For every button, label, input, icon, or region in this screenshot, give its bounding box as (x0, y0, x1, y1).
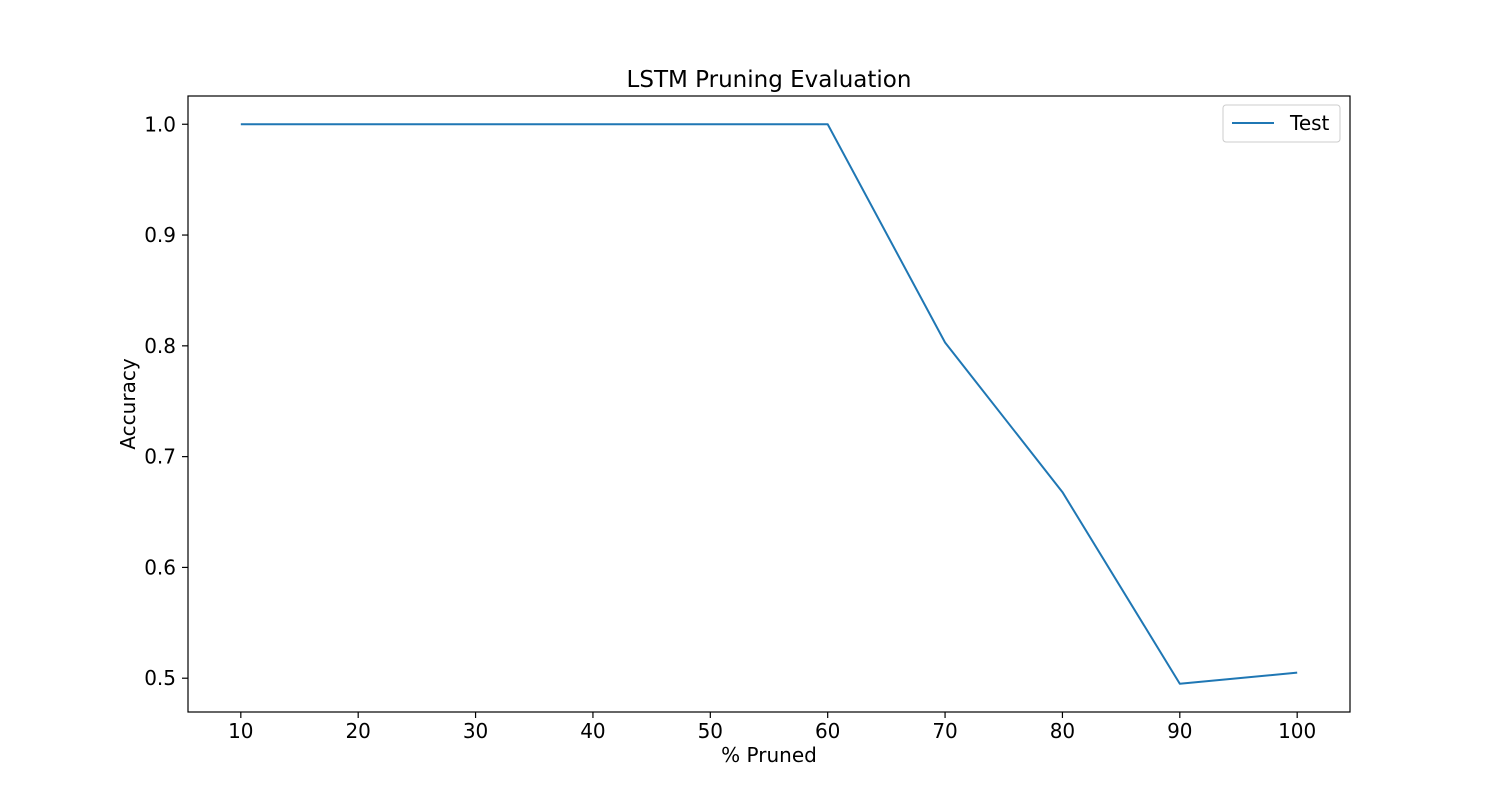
x-tick-label: 40 (580, 719, 605, 743)
x-axis-label: % Pruned (721, 743, 817, 767)
chart-title: LSTM Pruning Evaluation (627, 67, 912, 93)
y-tick-label: 0.7 (144, 445, 176, 469)
x-tick-label: 70 (932, 719, 957, 743)
y-tick-label: 0.8 (144, 334, 176, 358)
x-tick-label: 90 (1167, 719, 1192, 743)
y-tick-label: 0.6 (144, 555, 176, 579)
y-tick-label: 0.9 (144, 223, 176, 247)
plot-frame (187, 95, 1351, 713)
y-axis: 0.5 0.6 0.7 0.8 0.9 1.0 (144, 112, 188, 690)
x-tick-label: 10 (228, 719, 253, 743)
x-tick-label: 20 (345, 719, 370, 743)
x-tick-label: 80 (1050, 719, 1075, 743)
y-tick-label: 0.5 (144, 666, 176, 690)
x-tick-label: 100 (1278, 719, 1316, 743)
x-tick-label: 50 (698, 719, 723, 743)
y-axis-label: Accuracy (116, 358, 140, 449)
x-axis: 10 20 30 40 50 60 70 80 90 100 (228, 712, 1316, 743)
x-tick-label: 60 (815, 719, 840, 743)
series-line-test (240, 123, 1298, 685)
plot-area (240, 123, 1298, 685)
y-tick-label: 1.0 (144, 112, 176, 136)
x-tick-label: 30 (463, 719, 488, 743)
legend-label: Test (1289, 111, 1330, 135)
legend-frame (1222, 104, 1341, 143)
legend: Test (1222, 104, 1341, 143)
